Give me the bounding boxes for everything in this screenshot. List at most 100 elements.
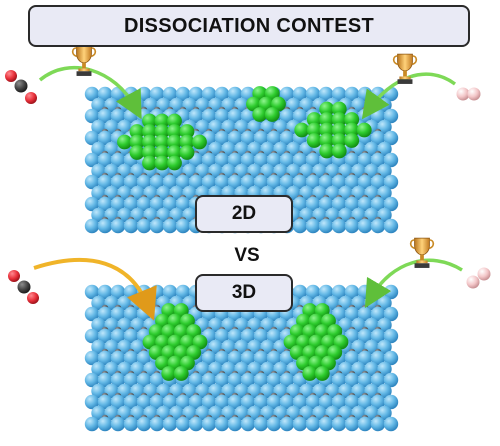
support-atom bbox=[331, 372, 347, 388]
support-atom bbox=[117, 207, 132, 223]
support-atom bbox=[97, 174, 113, 190]
support-atom bbox=[136, 416, 152, 432]
support-atom bbox=[273, 317, 288, 333]
support-atom bbox=[208, 339, 223, 355]
support-atom bbox=[188, 394, 204, 410]
support-atom bbox=[97, 306, 113, 322]
support-atom bbox=[273, 163, 288, 179]
support-atom bbox=[318, 196, 334, 212]
support-atom bbox=[84, 394, 100, 410]
cluster-atom bbox=[154, 134, 170, 150]
cluster-atom bbox=[117, 134, 132, 150]
cluster-atom bbox=[302, 366, 318, 381]
cluster-atom bbox=[142, 113, 157, 129]
support-atom bbox=[201, 152, 217, 168]
support-atom bbox=[227, 394, 243, 410]
support-atom bbox=[351, 207, 366, 223]
support-atom bbox=[318, 86, 334, 102]
support-atom bbox=[97, 108, 113, 124]
support-atom bbox=[97, 284, 113, 300]
support-atom bbox=[110, 416, 126, 432]
support-atom bbox=[123, 174, 139, 190]
support-atom bbox=[260, 361, 275, 377]
support-atom bbox=[97, 86, 113, 102]
support-atom bbox=[338, 317, 353, 333]
support-atom bbox=[169, 405, 184, 421]
support-atom bbox=[351, 185, 366, 201]
support-atom bbox=[364, 361, 379, 377]
support-atom bbox=[260, 119, 275, 135]
support-atom bbox=[130, 185, 145, 201]
support-atom bbox=[84, 130, 100, 146]
support-atom bbox=[214, 394, 230, 410]
support-atom bbox=[279, 108, 295, 124]
cluster-atom bbox=[154, 145, 170, 160]
support-atom bbox=[279, 372, 295, 388]
cluster-atom bbox=[294, 122, 310, 138]
support-atom bbox=[123, 196, 139, 212]
support-atom bbox=[273, 361, 288, 377]
support-atom bbox=[312, 163, 327, 179]
support-atom bbox=[260, 141, 275, 157]
support-atom bbox=[305, 394, 321, 410]
support-atom bbox=[383, 350, 399, 366]
support-atom bbox=[357, 218, 373, 234]
support-atom bbox=[149, 218, 165, 234]
support-atom bbox=[208, 361, 223, 377]
support-atom bbox=[279, 86, 295, 102]
support-atom bbox=[104, 405, 119, 421]
support-atom bbox=[156, 207, 171, 223]
support-atom bbox=[208, 119, 223, 135]
support-atom bbox=[351, 295, 366, 311]
support-atom bbox=[377, 361, 392, 377]
cluster-atom bbox=[129, 124, 145, 139]
support-atom bbox=[136, 196, 152, 212]
support-atom bbox=[344, 416, 360, 432]
cluster-atom bbox=[129, 145, 145, 160]
support-atom bbox=[351, 383, 366, 399]
support-atom bbox=[91, 317, 106, 333]
support-atom bbox=[123, 394, 139, 410]
support-atom bbox=[286, 97, 301, 113]
co-molecule-icon bbox=[8, 270, 39, 304]
support-atom bbox=[305, 218, 321, 234]
support-atom bbox=[221, 141, 236, 157]
support-atom bbox=[247, 383, 262, 399]
support-atom bbox=[188, 108, 204, 124]
support-atom bbox=[351, 163, 366, 179]
cluster-atom bbox=[154, 124, 170, 139]
label-3d: 3D bbox=[195, 274, 293, 312]
support-atom bbox=[214, 174, 230, 190]
support-atom bbox=[214, 416, 230, 432]
support-atom bbox=[104, 141, 119, 157]
support-atom bbox=[266, 152, 282, 168]
support-atom bbox=[91, 361, 106, 377]
support-atom bbox=[195, 163, 210, 179]
support-atom bbox=[253, 350, 269, 366]
support-atom bbox=[117, 339, 132, 355]
support-atom bbox=[292, 86, 308, 102]
support-atom bbox=[162, 394, 178, 410]
support-atom bbox=[149, 196, 165, 212]
support-atom bbox=[214, 350, 230, 366]
support-atom bbox=[279, 394, 295, 410]
support-atom bbox=[240, 416, 256, 432]
cluster-atom bbox=[331, 112, 347, 127]
support-atom bbox=[97, 416, 113, 432]
support-atom bbox=[214, 130, 230, 146]
support-atom bbox=[208, 97, 223, 113]
support-atom bbox=[247, 405, 262, 421]
support-atom bbox=[338, 185, 353, 201]
support-atom bbox=[331, 218, 347, 234]
cluster-atom bbox=[306, 112, 322, 127]
support-atom bbox=[130, 339, 145, 355]
support-atom bbox=[84, 284, 100, 300]
support-atom bbox=[292, 284, 308, 300]
support-atom bbox=[156, 405, 171, 421]
support-atom bbox=[240, 152, 256, 168]
support-atom bbox=[182, 383, 197, 399]
support-atom bbox=[266, 372, 282, 388]
support-atom bbox=[201, 86, 217, 102]
support-atom bbox=[253, 328, 269, 344]
support-atom bbox=[214, 86, 230, 102]
